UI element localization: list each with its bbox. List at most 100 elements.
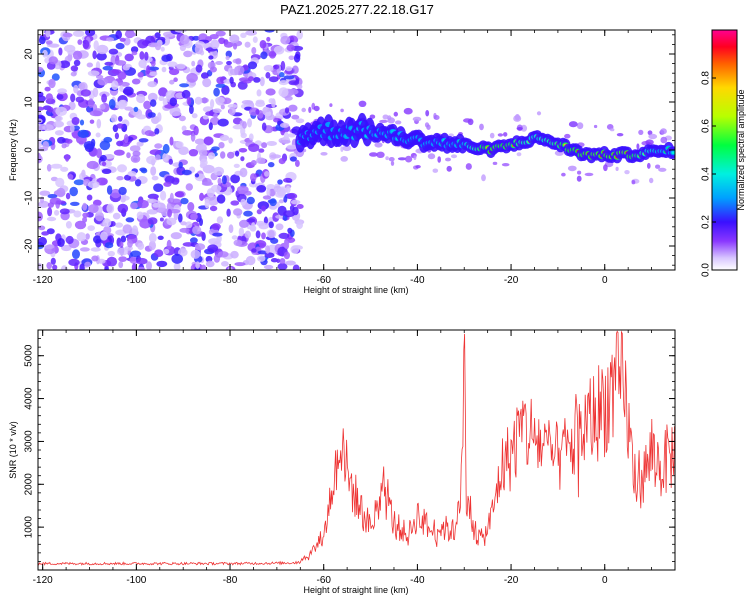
- spectrogram-noise-cell: [247, 61, 258, 70]
- spectrogram-y-axis-label: Frequency (Hz): [8, 119, 18, 181]
- spectrogram-noise-cell: [220, 151, 226, 159]
- spectrogram-noise-cell: [119, 37, 126, 42]
- spectrogram-noise-cell: [150, 99, 157, 107]
- spectrogram-noise-cell: [209, 200, 216, 206]
- spectrogram-noise-cell: [130, 250, 142, 258]
- spectrogram-noise-cell: [99, 103, 106, 110]
- spectrogram-noise-cell: [107, 250, 116, 257]
- spectrogram-noise-cell: [286, 144, 298, 150]
- spectrogram-noise-cell: [160, 190, 167, 201]
- spectrogram-noise-cell: [70, 201, 80, 206]
- spectrogram-noise-cell: [147, 217, 158, 225]
- spectrogram-noise-cell: [616, 133, 624, 137]
- spectrogram-noise-cell: [268, 98, 275, 104]
- spectrogram-noise-cell: [106, 37, 115, 42]
- spectrogram-noise-cell: [382, 114, 389, 120]
- spectrogram-noise-cell: [114, 222, 124, 228]
- spectrogram-noise-cell: [240, 156, 245, 162]
- snr-y-tick-label: 2000: [24, 473, 35, 496]
- spectrogram-noise-cell: [393, 111, 398, 117]
- spectrogram-noise-cell: [75, 96, 85, 103]
- spectrogram-noise-cell: [85, 30, 96, 37]
- spectrogram-noise-cell: [168, 158, 173, 165]
- spectrogram-noise-cell: [445, 157, 451, 162]
- spectrogram-noise-cell: [50, 257, 56, 265]
- spectrogram-noise-cell: [78, 82, 86, 90]
- spectrogram-y-axis: -20 -10 0 10 20: [24, 34, 675, 266]
- spectrogram-noise-cell: [161, 54, 171, 62]
- spectrogram-noise-cell: [291, 114, 300, 120]
- spectrogram-noise-cell: [108, 48, 119, 55]
- spectrogram-noise-cell: [185, 183, 193, 191]
- spectrogram-noise-cell: [186, 72, 198, 83]
- spectrogram-noise-cell: [171, 177, 180, 185]
- spectrogram-noise-cell: [152, 202, 161, 208]
- spectrogram-noise-cell: [191, 60, 196, 67]
- spectrogram-noise-cell: [210, 99, 215, 109]
- spectrogram-noise-cell: [154, 249, 164, 257]
- spectrogram-noise-cell: [358, 100, 367, 108]
- spectrogram-noise-cell: [636, 143, 640, 150]
- spectrogram-noise-cell: [87, 180, 100, 189]
- spectrogram-noise-cell: [261, 232, 266, 240]
- spectrogram-noise-cell: [369, 152, 378, 157]
- spectrogram-noise-cell: [137, 39, 149, 49]
- spectrogram-noise-cell: [194, 173, 200, 178]
- spectrogram-noise-cell: [119, 241, 124, 248]
- spectrogram-noise-cell: [54, 209, 60, 216]
- spectrogram-noise-cell: [117, 164, 127, 173]
- spectrogram-noise-cell: [269, 154, 282, 159]
- spectrogram-noise-cell: [576, 122, 584, 130]
- spectrogram-x-tick-label: -60: [316, 275, 331, 286]
- spectrogram-noise-cell: [481, 174, 486, 182]
- spectrogram-noise-cell: [213, 113, 218, 119]
- spectrogram-noise-cell: [38, 211, 43, 222]
- spectrogram-noise-cell: [124, 32, 137, 37]
- spectrogram-noise-cell: [114, 132, 119, 140]
- spectrogram-noise-cell: [265, 112, 272, 117]
- spectrogram-noise-cell: [101, 168, 112, 174]
- spectrogram-noise-cell: [72, 249, 80, 260]
- spectrogram-noise-cell: [137, 266, 146, 270]
- snr-frame: [37, 329, 676, 571]
- spectrogram-noise-cell: [179, 227, 190, 233]
- spectrogram-noise-cell: [208, 122, 213, 131]
- colorbar-tick-label: 0.4: [701, 167, 712, 181]
- spectrogram-noise-cell: [72, 50, 83, 60]
- spectrogram-noise-cell: [432, 168, 439, 173]
- spectrogram-noise-cell: [122, 224, 133, 234]
- spectrogram-noise-cell: [248, 133, 254, 141]
- spectrogram-x-axis-label: Height of straight line (km): [303, 285, 408, 295]
- spectrogram-noise-cell: [211, 223, 221, 231]
- colorbar-tick-label: 0.2: [701, 215, 712, 229]
- spectrogram-noise-cell: [46, 262, 52, 270]
- spectrogram-noise-cell: [288, 55, 295, 61]
- spectrogram-noise-cell: [154, 32, 161, 39]
- snr-y-tick-label: 1000: [24, 516, 35, 539]
- spectrogram-noise-cell: [479, 123, 484, 131]
- snr-y-axis: 1000 2000 3000 4000 5000: [24, 329, 675, 571]
- spectrogram-noise-cell: [273, 45, 285, 55]
- spectrogram-noise-cell: [59, 208, 70, 215]
- spectrogram-noise-cell: [82, 216, 88, 223]
- spectrogram-noise-cell: [427, 153, 436, 160]
- spectrogram-noise-cell: [162, 152, 169, 162]
- snr-y-tick-label: 5000: [24, 344, 35, 367]
- spectrogram-noise-cell: [154, 42, 162, 51]
- spectrogram-noise-cell: [647, 162, 651, 169]
- spectrogram-noise-cell: [97, 77, 109, 86]
- spectrogram-noise-cell: [465, 163, 472, 170]
- spectrogram-noise-cell: [301, 107, 307, 113]
- spectrogram-noise-cell: [342, 145, 352, 152]
- spectrogram-noise-cell: [157, 112, 162, 122]
- spectrogram-noise-cell: [65, 138, 73, 144]
- spectrogram-noise-cell: [240, 132, 247, 139]
- spectrogram-noise-cell: [148, 240, 156, 251]
- spectrogram-noise-cell: [38, 95, 46, 103]
- spectrogram-noise-cell: [297, 84, 303, 90]
- spectrogram-noise-cell: [103, 136, 113, 143]
- spectrogram-noise-cell: [47, 202, 55, 208]
- spectrogram-noise-cell: [561, 172, 566, 177]
- spectrogram-noise-cell: [180, 221, 187, 226]
- spectrogram-noise-cell: [147, 112, 156, 118]
